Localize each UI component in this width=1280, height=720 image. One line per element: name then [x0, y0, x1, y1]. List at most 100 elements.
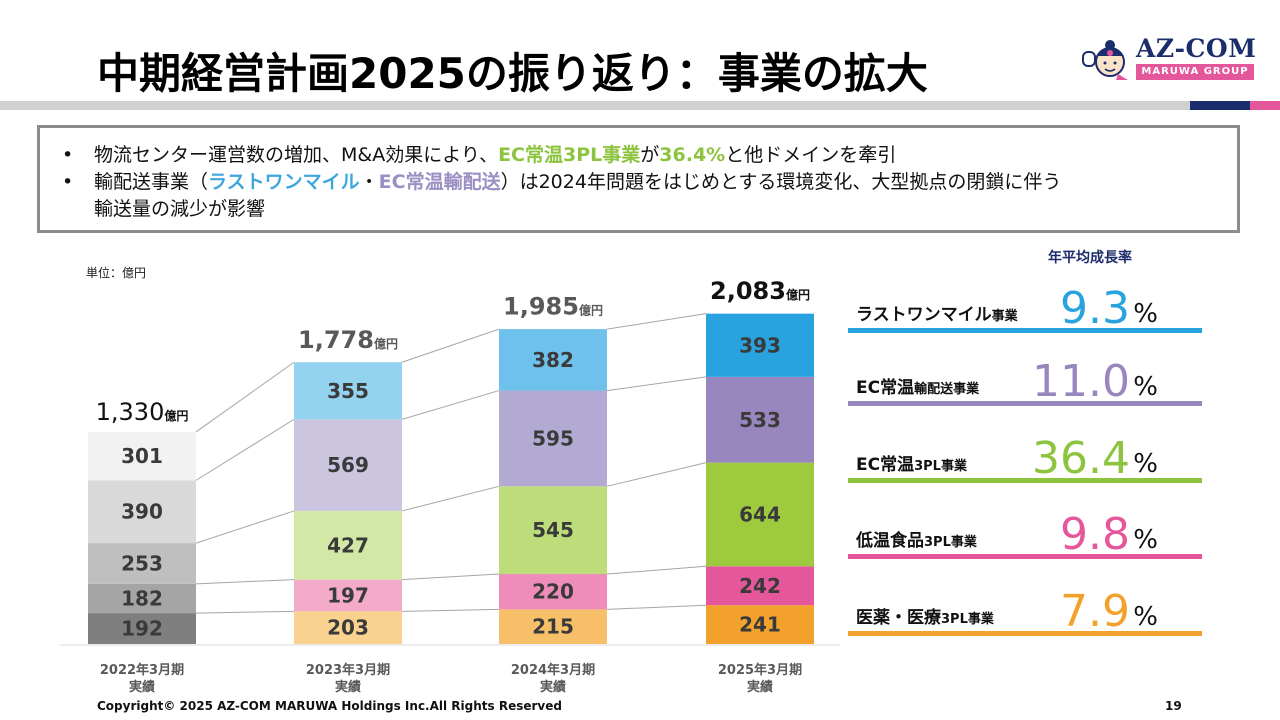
bar-value-label: 197	[327, 583, 369, 607]
bar-value-label: 301	[121, 444, 163, 468]
x-tick-label: 実績	[540, 679, 566, 695]
segment-name: 低温食品	[856, 531, 924, 551]
summary-text: ）は2024年問題をはじめとする環境変化、大型拠点の閉鎖に伴う	[500, 171, 1062, 193]
bar-segment	[88, 543, 196, 584]
growth-rate-row: 低温食品3PL事業 9.8%	[848, 509, 1202, 559]
segment-name: ラストワンマイル	[856, 305, 992, 325]
connector-line	[195, 418, 295, 481]
bullet-icon: •	[62, 171, 74, 193]
x-tick-label: 2023年3月期	[306, 662, 390, 678]
growth-rate-row: EC常温輸配送事業 11.0%	[848, 356, 1202, 406]
bar-value-label: 253	[121, 551, 163, 575]
connector-line	[606, 565, 707, 575]
bar-value-label: 595	[532, 426, 574, 450]
connector-line	[401, 608, 500, 612]
page-title: 中期経営計画2025の振り返り：事業の拡大	[97, 49, 928, 98]
segment-underline	[848, 478, 1202, 483]
growth-rate-row: EC常温3PL事業 36.4%	[848, 433, 1202, 483]
highlight-last-one-mile: ラストワンマイル	[208, 171, 360, 193]
growth-rate-row: ラストワンマイル事業 9.3%	[848, 283, 1202, 333]
connector-line	[401, 485, 500, 512]
connector-line	[606, 376, 707, 392]
growth-rate-value: 9.8	[1060, 509, 1130, 560]
header-rule	[0, 101, 1190, 110]
copyright: Copyright© 2025 AZ-COM MARUWA Holdings I…	[97, 699, 562, 713]
highlight-ec-3pl: EC常温3PL事業	[498, 144, 641, 166]
segment-suffix: 3PL事業	[941, 612, 994, 627]
connector-line	[606, 604, 707, 610]
bar-value-label: 390	[121, 500, 163, 524]
header-rule-accent-pink	[1250, 101, 1280, 110]
bar-value-label: 242	[739, 574, 781, 598]
bar-segment	[499, 609, 607, 644]
summary-text: が	[640, 144, 660, 166]
bar-segment	[88, 480, 196, 544]
segment-suffix: 事業	[991, 309, 1018, 324]
total-value: 1,778	[298, 326, 374, 354]
logo-group-text: MARUWA GROUP	[1136, 64, 1254, 80]
total-unit: 億円	[164, 408, 188, 423]
growth-rate-value: 11.0	[1032, 356, 1130, 407]
bar-segment	[499, 390, 607, 487]
total-value: 2,083	[710, 277, 786, 305]
bar-segment	[88, 583, 196, 614]
bar-segment	[294, 611, 402, 644]
summary-text: 輸送量の減少が影響	[94, 198, 266, 220]
bar-value-label: 644	[739, 502, 781, 526]
bar-value-label: 569	[327, 453, 369, 477]
segment-label: EC常温3PL事業	[856, 450, 967, 475]
bar-segment	[294, 419, 402, 511]
bar-segment	[706, 376, 814, 463]
percent-sign: %	[1133, 525, 1158, 555]
highlight-ec-delivery: EC常温輸配送	[378, 171, 501, 193]
bar-segment	[499, 486, 607, 575]
bar-segment	[294, 579, 402, 612]
summary-box: • 物流センター運営数の増加、M&A効果により、EC常温3PL事業が36.4%と…	[37, 125, 1240, 233]
bar-value-label: 427	[327, 533, 369, 557]
highlight-growth-rate: 36.4%	[659, 144, 726, 166]
segment-underline	[848, 328, 1202, 333]
bar-segment	[706, 605, 814, 644]
mascot-icon	[1082, 40, 1128, 80]
percent-sign: %	[1133, 602, 1158, 632]
bullet-icon: •	[62, 144, 74, 166]
bar-value-label: 192	[121, 617, 163, 641]
bar-value-label: 182	[121, 586, 163, 610]
summary-bullet-1: • 物流センター運営数の増加、M&A効果により、EC常温3PL事業が36.4%と…	[62, 142, 1061, 169]
percent-sign: %	[1133, 372, 1158, 402]
bar-segment	[88, 431, 196, 481]
x-tick-label: 実績	[747, 679, 773, 695]
growth-rate-row: 医薬・医療3PL事業 7.9%	[848, 586, 1202, 636]
segment-suffix: 3PL事業	[914, 459, 967, 474]
company-logo: AZ-COM MARUWA GROUP	[1080, 34, 1260, 82]
connector-line	[195, 510, 295, 544]
segment-underline	[848, 631, 1202, 636]
stacked-bar-chart: 1921822533903011,330億円2022年3月期実績20319742…	[60, 277, 840, 695]
x-tick-label: 実績	[335, 679, 361, 695]
connector-line	[401, 328, 500, 363]
total-label: 1,985億円	[503, 293, 603, 321]
connector-line	[195, 579, 295, 585]
segment-underline	[848, 554, 1202, 559]
segment-underline	[848, 401, 1202, 406]
percent-sign: %	[1133, 299, 1158, 329]
segment-label: ラストワンマイル事業	[856, 300, 1018, 325]
header-rule-accent-navy	[1190, 101, 1250, 110]
bar-value-label: 545	[532, 518, 574, 542]
bar-segment	[294, 510, 402, 580]
connector-line	[195, 610, 295, 614]
segment-label: 医薬・医療3PL事業	[856, 603, 994, 628]
growth-rate-value: 7.9	[1060, 586, 1130, 637]
total-label: 1,778億円	[298, 326, 398, 354]
bar-value-label: 533	[739, 408, 781, 432]
connector-line	[606, 313, 707, 330]
bar-value-label: 393	[739, 333, 781, 357]
bar-segment	[706, 462, 814, 567]
connector-line	[401, 573, 500, 581]
bar-segment	[499, 574, 607, 610]
summary-text: と他ドメインを牽引	[725, 144, 897, 166]
total-value: 1,330	[96, 398, 165, 426]
page-number: 19	[1165, 699, 1182, 713]
total-unit: 億円	[786, 287, 810, 302]
summary-text: ・	[359, 171, 379, 193]
